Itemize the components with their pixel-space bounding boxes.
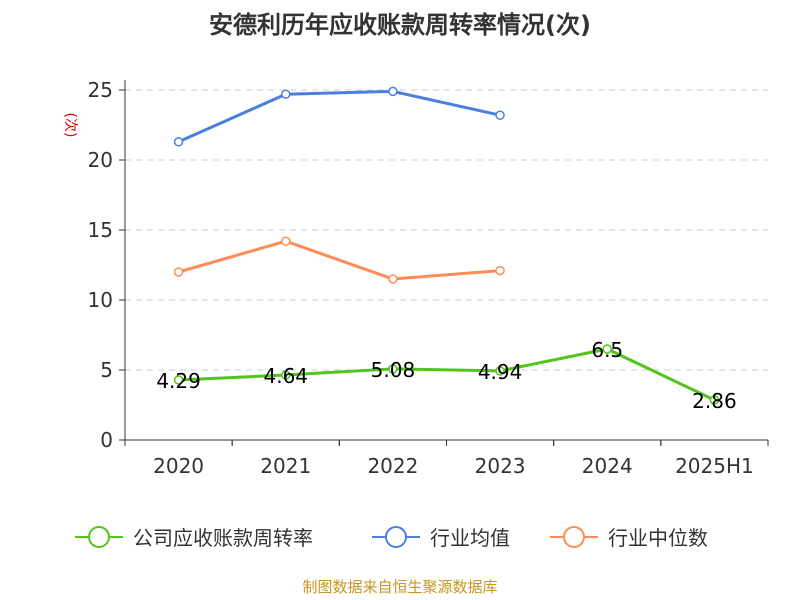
- y-axis-label: (次): [62, 113, 78, 138]
- y-tick-label: 25: [88, 78, 113, 102]
- series-line: [177, 89, 501, 144]
- y-tick-label: 20: [88, 148, 113, 172]
- data-point: [281, 89, 291, 99]
- data-point: [709, 395, 720, 405]
- legend-label: 行业均值: [430, 526, 510, 550]
- data-point: [388, 86, 398, 97]
- data-point: [602, 344, 612, 354]
- data-point: [495, 366, 505, 376]
- data-point: [281, 236, 291, 246]
- series-line: [178, 347, 716, 402]
- data-point: [495, 110, 505, 120]
- legend-label: 行业中位数: [608, 526, 708, 550]
- data-point: [388, 364, 398, 374]
- y-tick-label: 0: [100, 428, 113, 452]
- data-label: 5.08: [371, 358, 416, 382]
- data-label: 4.64: [263, 364, 308, 388]
- data-label: 4.94: [478, 360, 523, 384]
- source-note: 制图数据来自恒生聚源数据库: [302, 578, 497, 596]
- legend-marker: [563, 526, 585, 548]
- x-tick-label: 2024: [582, 454, 633, 478]
- y-tick-label: 5: [100, 358, 113, 382]
- data-point: [173, 375, 184, 385]
- x-tick-label: 2020: [153, 454, 204, 478]
- data-point: [173, 267, 184, 277]
- data-point: [281, 370, 291, 380]
- x-tick-label: 2022: [367, 454, 418, 478]
- data-point: [388, 274, 398, 284]
- chart-title: 安德利历年应收账款周转率情况(次): [209, 11, 591, 39]
- legend-label: 公司应收账款周转率: [133, 526, 313, 550]
- x-tick-label: 2023: [475, 454, 526, 478]
- legend-marker: [88, 526, 110, 548]
- data-label: 4.29: [156, 369, 201, 393]
- series-line: [178, 239, 501, 281]
- data-point: [173, 137, 184, 147]
- data-label: 6.5: [591, 338, 623, 362]
- x-tick-label: 2021: [260, 454, 311, 478]
- y-tick-label: 10: [88, 288, 113, 312]
- legend-marker: [385, 526, 407, 548]
- y-tick-label: 15: [88, 218, 113, 242]
- x-tick-label: 2025H1: [675, 454, 754, 478]
- data-point: [495, 265, 505, 276]
- data-label: 2.86: [692, 389, 737, 413]
